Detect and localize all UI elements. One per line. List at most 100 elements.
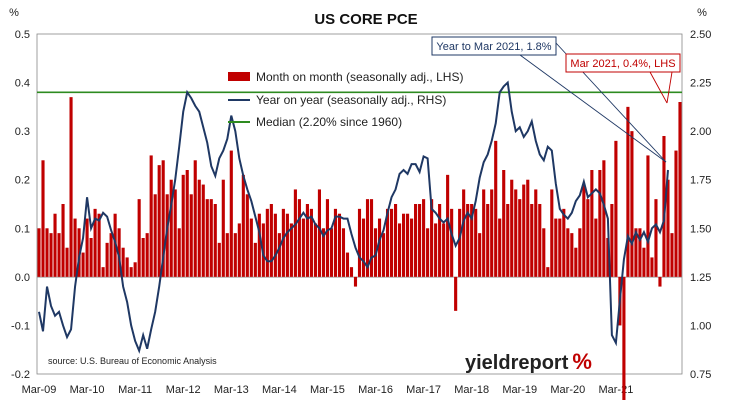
mom-bar xyxy=(213,204,217,277)
mom-bar xyxy=(61,204,65,277)
x-tick-label: Mar-18 xyxy=(454,384,489,396)
mom-bar xyxy=(225,233,229,277)
mom-bar xyxy=(85,218,89,277)
left-tick-label: 0.4 xyxy=(15,78,30,90)
mom-bar xyxy=(462,189,466,277)
brand-word: yieldreport xyxy=(465,352,569,374)
mom-bar xyxy=(490,189,494,277)
mom-bar xyxy=(285,213,289,277)
mom-bar xyxy=(201,184,205,277)
mom-bar xyxy=(193,160,197,277)
mom-bar xyxy=(293,189,297,277)
yoy-line xyxy=(38,80,669,354)
mom-bar xyxy=(578,228,582,277)
legend-label-mom: Month on month (seasonally adj., LHS) xyxy=(256,70,463,84)
annotation-yoy: Year to Mar 2021, 1.8% xyxy=(431,36,667,163)
mom-bar xyxy=(133,262,137,277)
mom-bar xyxy=(482,189,486,277)
mom-bar xyxy=(554,218,558,277)
mom-bar xyxy=(217,242,221,277)
mom-bar xyxy=(169,179,173,277)
mom-bar xyxy=(229,150,233,277)
mom-bar xyxy=(426,228,430,277)
mom-bar xyxy=(446,174,450,277)
mom-bar xyxy=(662,136,666,277)
left-tick-label: -0.1 xyxy=(11,320,30,332)
mom-bar xyxy=(109,233,113,277)
mom-bar xyxy=(141,238,145,277)
x-tick-label: Mar-15 xyxy=(310,384,345,396)
annotation-mom: Mar 2021, 0.4%, LHS xyxy=(565,53,681,104)
mom-bar xyxy=(305,204,309,277)
mom-bar xyxy=(37,228,41,277)
mom-bar xyxy=(181,174,185,277)
mom-bar-series xyxy=(37,97,682,405)
x-tick-label: Mar-19 xyxy=(502,384,537,396)
mom-bar xyxy=(389,208,394,277)
right-tick-label: 2.25 xyxy=(690,78,711,90)
x-tick-label: Mar-16 xyxy=(358,384,393,396)
mom-bar xyxy=(522,184,526,277)
mom-bar xyxy=(614,140,618,277)
mom-bar xyxy=(498,218,502,277)
mom-bar xyxy=(458,208,462,277)
mom-bar xyxy=(638,228,642,277)
mom-bar xyxy=(558,218,562,277)
x-tick-label: Mar-12 xyxy=(166,384,201,396)
mom-bar xyxy=(410,218,414,277)
brand-logo: yieldreport% xyxy=(465,349,592,374)
mom-bar xyxy=(666,179,670,277)
mom-bar xyxy=(357,208,362,277)
mom-bar xyxy=(486,204,490,277)
mom-bar xyxy=(281,208,285,277)
mom-bar xyxy=(365,199,370,277)
mom-bar xyxy=(582,184,586,277)
mom-bar xyxy=(269,204,273,277)
mom-bar xyxy=(650,257,654,277)
mom-bar xyxy=(381,233,386,277)
mom-bar xyxy=(129,267,133,277)
mom-bar xyxy=(430,199,434,277)
mom-bar xyxy=(626,106,630,277)
mom-bar xyxy=(81,252,85,277)
mom-bar xyxy=(145,233,149,277)
mom-bar xyxy=(49,233,53,277)
left-tick-label: 0.5 xyxy=(15,29,30,41)
mom-bar xyxy=(566,228,570,277)
mom-bar xyxy=(125,257,129,277)
right-tick-label: 1.50 xyxy=(690,223,711,235)
mom-bar xyxy=(570,233,574,277)
mom-bar xyxy=(105,242,109,277)
mom-bar xyxy=(402,213,406,277)
mom-bar xyxy=(353,276,358,287)
mom-bar xyxy=(121,247,125,277)
mom-bar xyxy=(646,155,650,277)
mom-bar xyxy=(478,233,482,277)
x-tick-label: Mar-11 xyxy=(118,384,152,396)
mom-bar xyxy=(510,179,514,277)
mom-bar xyxy=(341,228,346,277)
mom-bar xyxy=(590,170,594,277)
x-tick-label: Mar-09 xyxy=(22,384,57,396)
mom-bar xyxy=(506,204,510,277)
mom-bar xyxy=(622,276,626,405)
chart-title: US CORE PCE xyxy=(314,11,417,28)
mom-bar xyxy=(325,199,330,277)
annotation-mom-box xyxy=(565,53,681,73)
mom-bar xyxy=(606,238,610,277)
mom-bar xyxy=(157,165,161,277)
mom-bar xyxy=(550,189,554,277)
mom-bar xyxy=(273,213,277,277)
left-tick-label: 0.0 xyxy=(15,272,30,284)
annotation-yoy-box xyxy=(431,36,557,56)
mom-bar xyxy=(53,213,57,277)
mom-bar xyxy=(630,131,634,277)
legend-label-yoy: Year on year (seasonally adj., RHS) xyxy=(256,93,446,107)
mom-bar xyxy=(297,199,301,277)
mom-bar xyxy=(313,223,317,277)
mom-bar xyxy=(41,160,45,277)
mom-bar xyxy=(654,199,658,277)
mom-bar xyxy=(377,218,382,277)
mom-bar xyxy=(602,160,606,277)
